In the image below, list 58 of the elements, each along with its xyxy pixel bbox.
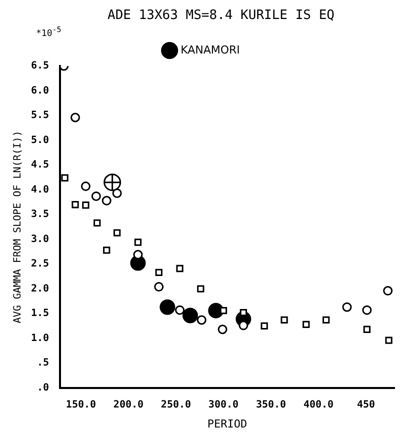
point <box>385 336 392 344</box>
point <box>103 246 110 254</box>
x-tick-label: 250.0 <box>160 399 192 410</box>
x-tick-label: 350.0 <box>256 399 286 410</box>
x-axis-title: PERIOD <box>207 417 248 430</box>
point <box>302 320 310 328</box>
point <box>238 320 248 330</box>
y-tick-label: 3.0 <box>31 234 50 245</box>
y-tick-label: 5.0 <box>31 134 50 146</box>
x-tick-label: 150.0 <box>66 399 96 410</box>
point <box>160 299 176 315</box>
point <box>196 315 206 325</box>
text: *10$^{-5}$ <box>36 25 62 39</box>
point <box>342 302 352 312</box>
point <box>134 238 142 246</box>
point <box>82 202 90 209</box>
y-tick-label: 4.5 <box>31 160 50 171</box>
point <box>155 268 162 276</box>
point <box>175 305 185 315</box>
point <box>70 112 80 122</box>
legend-label: KANAMORI <box>180 43 240 56</box>
x-tick-label: 300.0 <box>208 399 239 410</box>
point <box>363 326 371 333</box>
y-tick-label: .0 <box>37 382 50 394</box>
y-tick-label: 6.5 <box>31 60 50 72</box>
point <box>218 324 228 334</box>
point <box>102 196 112 206</box>
y-tick-label: 2.0 <box>31 283 50 294</box>
point <box>91 191 101 201</box>
y-tick-label: 4.0 <box>31 184 50 196</box>
point <box>182 308 198 324</box>
x-tick-label: 200.0 <box>113 399 144 410</box>
point <box>154 282 164 292</box>
point <box>80 182 90 192</box>
point <box>176 264 184 272</box>
chart-title: ADE 13X63 MS=8.4 KURILE IS EQ <box>106 8 336 23</box>
x-tick-label: 450 <box>356 399 376 410</box>
y-tick-label: 6.0 <box>31 85 50 96</box>
y-tick-label: 5.5 <box>31 110 50 122</box>
point <box>113 229 121 236</box>
point <box>280 316 288 324</box>
point <box>383 286 393 296</box>
point <box>94 219 101 227</box>
y-tick-label: 3.5 <box>31 209 50 220</box>
y-tick-label: 2.5 <box>31 258 50 270</box>
point <box>197 285 204 292</box>
y-tick-label: .5 <box>37 358 50 369</box>
point <box>61 174 68 182</box>
y-axis-title: AVG GAMMA FROM SLOPE OF LN(R(I)) <box>12 130 24 324</box>
y-tick-label: 1.0 <box>31 332 50 344</box>
point <box>260 322 268 330</box>
point <box>133 250 143 260</box>
y-tick-label: 1.5 <box>31 308 50 320</box>
point <box>72 201 79 208</box>
point <box>362 305 372 315</box>
point <box>322 316 330 324</box>
point <box>112 188 122 198</box>
x-tick-label: 400.0 <box>303 399 334 410</box>
